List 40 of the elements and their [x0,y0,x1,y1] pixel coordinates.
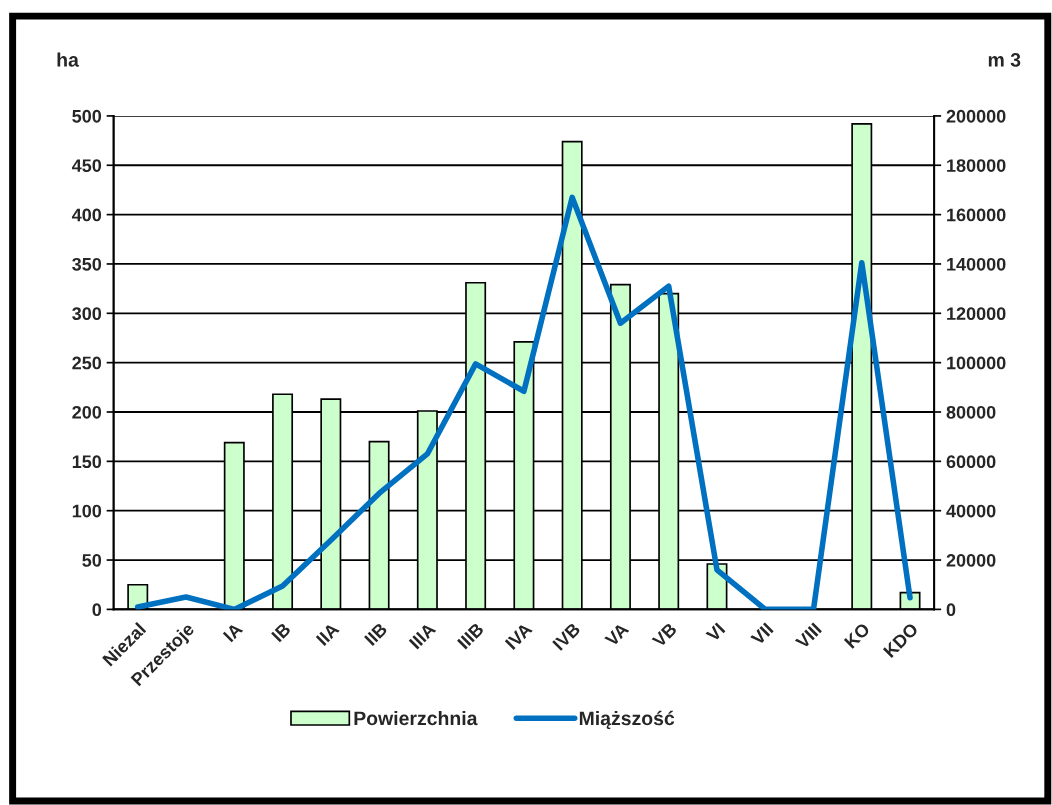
x-tick-label: IVA [504,622,533,650]
x-tick-label: IVB [552,622,581,651]
x-tick-label: VI [705,622,726,643]
x-tick-label: VIII [794,622,822,650]
x-tick-label: KO [843,622,871,649]
y-tick-label: 300 [72,307,102,321]
legend-label: Powierzchnia [354,710,478,726]
y-tick-label: 350 [72,257,102,271]
x-tick-label: IIIA [408,622,437,650]
y-tick-label: 450 [71,159,102,172]
legend-label: Miąższość [579,710,675,730]
x-tick-label: VII [750,622,774,646]
y2-tick-label: 20000 [946,553,996,567]
y-tick-label: 250 [72,356,102,370]
y2-tick-label: 100000 [947,356,1006,370]
y-tick-label: 150 [72,455,102,469]
y2-tick-label: 160000 [947,208,1006,222]
y2-tick-label: 200000 [946,109,1006,123]
x-tick-label: IA [222,622,244,643]
y-axis-title: ha [57,52,79,67]
x-tick-label: VB [651,622,678,649]
y2-tick-label: 0 [946,603,956,617]
x-tick-label: IIB [364,622,388,646]
y-tick-label: 50 [82,553,102,567]
y2-tick-label: 180000 [947,159,1006,172]
y2-tick-label: 40000 [946,504,996,518]
y-tick-label: 400 [71,208,102,222]
y2-axis-title: m 3 [988,53,1021,67]
y2-tick-label: 80000 [946,405,996,419]
y-tick-label: 0 [92,603,102,617]
x-tick-label: IB [271,622,292,643]
y-tick-label: 100 [72,504,102,518]
x-tick-label: IIA [315,622,340,646]
y2-tick-label: 60000 [946,455,996,469]
x-tick-label: IIIB [457,622,485,650]
x-tick-label: VA [604,622,630,648]
y2-tick-label: 140000 [947,257,1006,271]
y-tick-label: 200 [72,405,102,419]
y-tick-label: 500 [72,109,102,123]
y2-tick-label: 120000 [947,307,1006,321]
